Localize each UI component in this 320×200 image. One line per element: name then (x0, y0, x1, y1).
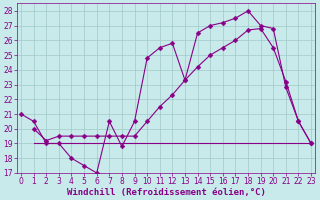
X-axis label: Windchill (Refroidissement éolien,°C): Windchill (Refroidissement éolien,°C) (67, 188, 266, 197)
